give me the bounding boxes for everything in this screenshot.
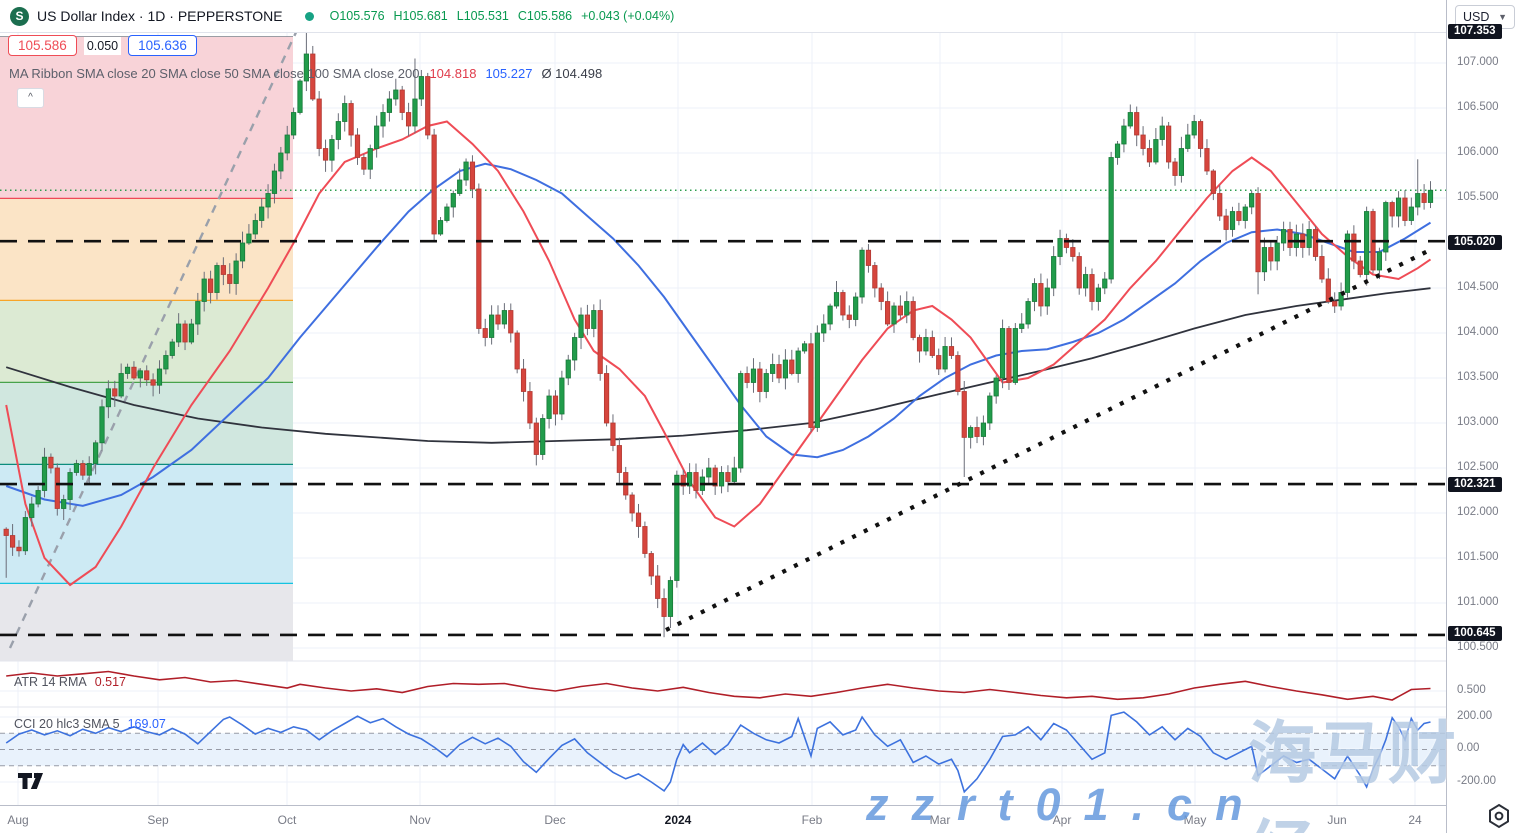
cci-value: 169.07	[127, 717, 166, 731]
pane-separators	[0, 660, 1446, 708]
market-status-icon	[304, 11, 314, 21]
price-zones	[0, 36, 293, 661]
price-tick-label: 107.000	[1457, 56, 1499, 68]
time-tick-label: Dec	[544, 813, 566, 827]
ohlc-change: +0.043 (+0.04%)	[581, 9, 675, 23]
price-tick-label: 103.000	[1457, 416, 1499, 428]
price-level-chip: 105.020	[1448, 235, 1502, 250]
cci-tick-label: 0.00	[1457, 742, 1480, 754]
price-tick-label: 101.000	[1457, 596, 1499, 608]
price-tick-label: 104.500	[1457, 281, 1499, 293]
sma200-line	[5, 287, 1431, 444]
time-tick-label: 24	[1408, 813, 1422, 827]
price-tick-label: 102.000	[1457, 506, 1499, 518]
ohlc-low: L105.531	[456, 9, 509, 23]
price-level-chip: 102.321	[1448, 477, 1502, 492]
price-tick-label: 106.500	[1457, 101, 1499, 113]
time-tick-label: Oct	[277, 813, 297, 827]
chart-topbar: S US Dollar Index · 1D · PEPPERSTONE O10…	[0, 0, 1446, 33]
price-tick-label: 100.500	[1457, 641, 1499, 653]
currency-dropdown-value: USD	[1463, 10, 1490, 24]
ma-ribbon-label: MA Ribbon SMA close 20 SMA close 50 SMA …	[9, 66, 420, 81]
symbol-logo-icon: S	[10, 6, 29, 26]
atr-indicator-legend[interactable]: ATR 14 RMA 0.517	[14, 675, 126, 689]
price-tick-label: 106.000	[1457, 146, 1499, 158]
atr-tick-label: 0.500	[1457, 684, 1486, 696]
ma-avg-value: Ø 104.498	[541, 66, 603, 81]
price-tick-label: 103.500	[1457, 371, 1499, 383]
time-tick-label: Mar	[929, 813, 951, 827]
time-tick-label: Nov	[409, 813, 431, 827]
time-axis[interactable]: Aug Sep Oct Nov Dec 2024 Feb Mar Apr May Jun 24	[0, 805, 1446, 833]
price-tick-label: 104.000	[1457, 326, 1499, 338]
time-tick-label: Apr	[1052, 813, 1072, 827]
legend-collapse-button[interactable]: ^	[17, 88, 44, 108]
symbol-title[interactable]: US Dollar Index · 1D · PEPPERSTONE	[37, 8, 283, 24]
sma50-line	[5, 162, 1432, 507]
candles-layer	[3, 32, 1434, 638]
ma50-value: 105.227	[485, 66, 533, 81]
gridlines	[0, 32, 1446, 805]
ma20-value: 104.818	[429, 66, 477, 81]
ohlc-readout: O105.576 H105.681 L105.531 C105.586 +0.0…	[330, 9, 675, 23]
ohlc-close: C105.586	[517, 9, 573, 23]
time-tick-label: 2024	[664, 813, 692, 827]
ohlc-high: H105.681	[393, 9, 448, 23]
time-tick-label: Sep	[147, 813, 169, 827]
time-tick-label: Feb	[801, 813, 823, 827]
cci-indicator-legend[interactable]: CCI 20 hlc3 SMA 5 169.07	[14, 717, 166, 731]
sell-price-button[interactable]: 105.586	[8, 35, 77, 56]
spread-value: 0.050	[83, 36, 122, 55]
ma-ribbon-legend[interactable]: MA Ribbon SMA close 20 SMA close 50 SMA …	[9, 66, 602, 81]
price-tick-label: 102.500	[1457, 461, 1499, 473]
chevron-down-icon: ▼	[1498, 12, 1507, 22]
cci-tick-label: 200.00	[1457, 710, 1493, 722]
time-tick-label: May	[1183, 813, 1207, 827]
tradingview-logo[interactable]	[17, 770, 47, 797]
order-price-row: 105.586 0.050 105.636	[8, 35, 197, 56]
atr-label: ATR 14 RMA	[14, 675, 87, 689]
cci-band	[0, 732, 1446, 767]
price-level-chip: 107.353	[1448, 24, 1502, 39]
price-axis[interactable]: USD ▼ 107.000 106.500 106.000 105.500 104.50…	[1446, 0, 1526, 833]
buy-price-button[interactable]: 105.636	[128, 35, 197, 56]
time-tick-label: Jun	[1327, 813, 1347, 827]
ohlc-open: O105.576	[329, 9, 385, 23]
price-level-chip: 100.645	[1448, 626, 1502, 641]
price-tick-label: 101.500	[1457, 551, 1499, 563]
atr-line	[6, 670, 1431, 701]
cci-line	[5, 711, 1431, 794]
time-tick-label: Aug	[7, 813, 29, 827]
cci-label: CCI 20 hlc3 SMA 5	[14, 717, 120, 731]
price-tick-label: 105.500	[1457, 191, 1499, 203]
trendline-dotted	[665, 248, 1431, 632]
atr-value: 0.517	[94, 675, 126, 689]
chart-canvas[interactable]	[0, 0, 1446, 805]
cci-tick-label: -200.00	[1457, 775, 1497, 787]
